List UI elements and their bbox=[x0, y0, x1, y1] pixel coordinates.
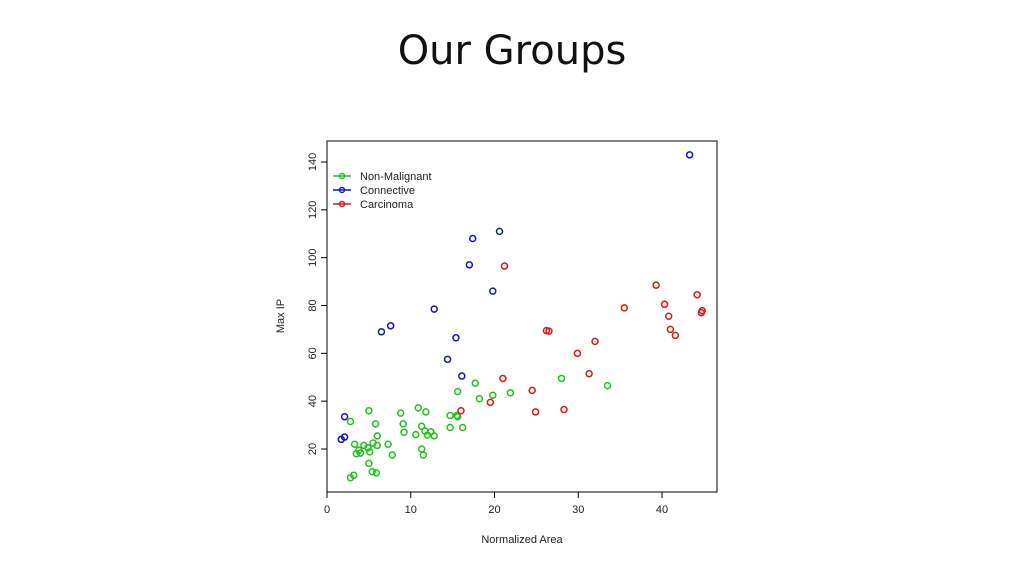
point-connective bbox=[458, 372, 466, 380]
point-carcinoma bbox=[671, 331, 680, 340]
point-non-malignant bbox=[557, 374, 566, 383]
point-non-malignant bbox=[475, 395, 484, 403]
point-non-malignant bbox=[458, 423, 467, 432]
point-non-malignant bbox=[506, 389, 515, 397]
point-connective bbox=[685, 151, 694, 159]
point-non-malignant bbox=[373, 432, 381, 440]
legend-marker bbox=[338, 200, 346, 208]
point-carcinoma bbox=[620, 304, 629, 312]
point-carcinoma bbox=[531, 408, 540, 416]
point-non-malignant bbox=[350, 440, 359, 448]
y-tick-label: 120 bbox=[307, 201, 319, 219]
x-tick-label: 20 bbox=[488, 504, 500, 516]
point-non-malignant bbox=[399, 420, 407, 428]
point-non-malignant bbox=[365, 406, 373, 415]
x-tick-label: 10 bbox=[405, 504, 417, 516]
point-non-malignant bbox=[350, 471, 358, 480]
point-non-malignant bbox=[365, 448, 374, 456]
point-carcinoma bbox=[573, 349, 582, 358]
point-non-malignant bbox=[346, 417, 355, 426]
point-non-malignant bbox=[453, 387, 462, 396]
y-axis-label: Max IP bbox=[275, 299, 287, 333]
point-non-malignant bbox=[360, 441, 368, 450]
point-carcinoma bbox=[499, 374, 507, 383]
y-tick-label: 100 bbox=[307, 248, 319, 266]
point-connective bbox=[430, 305, 438, 313]
point-non-malignant bbox=[388, 451, 397, 459]
point-non-malignant bbox=[365, 459, 373, 468]
point-connective bbox=[489, 287, 497, 295]
legend: Non-Malignant Connective Carcinoma bbox=[333, 171, 432, 211]
legend-label: Non-Malignant bbox=[360, 171, 432, 183]
point-non-malignant bbox=[400, 428, 408, 437]
point-non-malignant bbox=[372, 469, 381, 477]
y-tick-label: 20 bbox=[307, 443, 319, 455]
slide-title: Our Groups bbox=[397, 28, 627, 74]
point-carcinoma bbox=[500, 262, 509, 270]
y-tick-label: 140 bbox=[307, 153, 319, 171]
point-carcinoma bbox=[585, 369, 593, 378]
point-carcinoma bbox=[528, 386, 536, 395]
point-connective bbox=[340, 433, 349, 441]
point-non-malignant bbox=[412, 430, 420, 439]
legend-label: Connective bbox=[360, 185, 415, 197]
point-carcinoma bbox=[486, 398, 495, 407]
point-connective bbox=[443, 355, 452, 364]
point-carcinoma bbox=[664, 312, 673, 321]
data-points bbox=[337, 151, 706, 482]
point-non-malignant bbox=[417, 445, 426, 453]
point-non-malignant bbox=[369, 439, 377, 447]
point-carcinoma bbox=[666, 325, 675, 334]
point-non-malignant bbox=[446, 423, 454, 432]
point-carcinoma bbox=[693, 290, 701, 299]
point-non-malignant bbox=[422, 408, 430, 416]
point-connective bbox=[468, 234, 477, 243]
y-axis: 20 40 60 80 100 120 140 bbox=[307, 153, 328, 455]
legend-marker bbox=[338, 172, 346, 180]
point-carcinoma bbox=[560, 405, 568, 414]
point-non-malignant bbox=[419, 451, 428, 459]
point-connective bbox=[452, 334, 460, 342]
x-axis-label: Normalized Area bbox=[481, 534, 563, 546]
point-non-malignant bbox=[417, 422, 426, 431]
point-non-malignant bbox=[471, 379, 479, 387]
legend-label: Carcinoma bbox=[360, 199, 414, 211]
point-carcinoma bbox=[457, 406, 465, 415]
point-carcinoma bbox=[545, 327, 553, 335]
x-tick-label: 0 bbox=[324, 504, 330, 516]
point-non-malignant bbox=[446, 411, 454, 420]
x-axis: 0 10 20 30 40 bbox=[324, 491, 668, 516]
point-carcinoma bbox=[591, 337, 599, 346]
point-non-malignant bbox=[371, 420, 380, 428]
x-tick-label: 40 bbox=[656, 504, 668, 516]
point-connective bbox=[465, 261, 474, 269]
y-tick-label: 40 bbox=[307, 395, 319, 407]
point-connective bbox=[386, 322, 395, 330]
point-non-malignant bbox=[430, 432, 438, 440]
point-non-malignant bbox=[384, 440, 392, 448]
point-carcinoma bbox=[698, 307, 706, 315]
point-carcinoma bbox=[652, 281, 660, 289]
x-tick-label: 30 bbox=[572, 504, 584, 516]
point-non-malignant bbox=[489, 391, 497, 399]
y-tick-label: 60 bbox=[307, 347, 319, 359]
point-connective bbox=[340, 412, 349, 421]
point-non-malignant bbox=[603, 381, 612, 390]
legend-marker bbox=[338, 186, 346, 194]
point-connective bbox=[495, 227, 504, 236]
point-carcinoma bbox=[660, 300, 669, 309]
point-non-malignant bbox=[368, 467, 376, 476]
point-non-malignant bbox=[355, 446, 363, 454]
point-non-malignant bbox=[453, 412, 462, 421]
point-non-malignant bbox=[414, 404, 423, 412]
y-tick-label: 80 bbox=[307, 299, 319, 311]
point-non-malignant bbox=[396, 409, 405, 417]
point-connective bbox=[377, 328, 386, 336]
